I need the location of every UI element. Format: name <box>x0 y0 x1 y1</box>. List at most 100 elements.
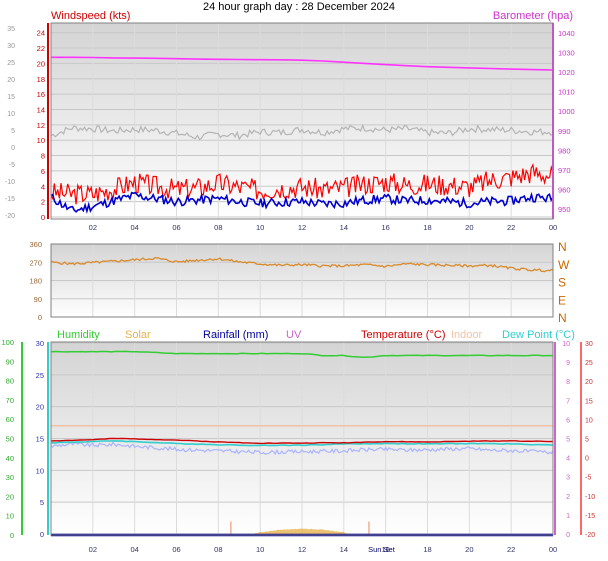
legend: Humidity Solar Rainfall (mm) UV Temperature … <box>57 329 575 341</box>
time-tick-label: 14 <box>340 545 348 554</box>
time-tick-label: 04 <box>130 545 138 554</box>
dew-tick-label: 25 <box>36 371 44 380</box>
barometer-axis: 1040 1030 1020 1010 1000 990 980 970 960 950 <box>558 29 575 214</box>
time-tick-label: 12 <box>298 545 306 554</box>
time-tick-label: 06 <box>172 545 180 554</box>
dew-tick-label: 30 <box>36 339 44 348</box>
barometer-tick-label: 980 <box>558 146 571 155</box>
temperature-tick-label: -20 <box>585 532 595 539</box>
sunset-label: Sun Set <box>368 545 396 554</box>
direction-compass-axis: NWSEN <box>558 240 570 325</box>
direction-tick-label: 360 <box>29 240 42 249</box>
time-tick-label: 12 <box>298 223 306 232</box>
windspeed-tick-label: 18 <box>37 75 45 84</box>
uv-tick-label: 7 <box>566 398 570 405</box>
uv-tick-label: 6 <box>566 417 570 424</box>
time-tick-label: 08 <box>214 223 222 232</box>
barometer-tick-label: 1000 <box>558 107 575 116</box>
outer-tick-label: -15 <box>5 196 15 203</box>
barometer-tick-label: 950 <box>558 205 571 214</box>
legend-item: Dew Point (°C) <box>502 329 575 341</box>
dew-point-axis: 302520151050 <box>36 339 44 539</box>
uv-axis: 109876543210 <box>562 341 570 539</box>
humidity-tick-label: 100 <box>1 338 14 347</box>
compass-label: N <box>558 311 567 325</box>
outer-tick-label: 25 <box>7 60 15 67</box>
compass-label: S <box>558 276 566 290</box>
time-tick-label: 02 <box>89 545 97 554</box>
legend-item: Humidity <box>57 329 100 341</box>
humidity-tick-label: 80 <box>6 377 14 386</box>
windspeed-tick-label: 0 <box>41 213 45 222</box>
dew-tick-label: 15 <box>36 435 44 444</box>
time-axis-bottom: 02 04 06 08 10 12 14 16 18 20 22 00 <box>89 545 558 554</box>
time-tick-label: 04 <box>130 223 138 232</box>
uv-tick-label: 9 <box>566 360 570 367</box>
barometer-tick-label: 960 <box>558 186 571 195</box>
temperature-tick-label: 25 <box>585 360 593 367</box>
barometer-tick-label: 1020 <box>558 68 575 77</box>
humidity-tick-label: 60 <box>6 415 14 424</box>
barometer-tick-label: 970 <box>558 166 571 175</box>
compass-label: N <box>558 240 567 254</box>
temperature-tick-label: -5 <box>585 475 591 482</box>
windspeed-tick-label: 2 <box>41 198 45 207</box>
outer-tick-label: -20 <box>5 213 15 220</box>
time-tick-label: 22 <box>507 545 515 554</box>
humidity-tick-label: 20 <box>6 492 14 501</box>
compass-label: W <box>558 258 570 272</box>
uv-tick-label: 2 <box>566 494 570 501</box>
time-tick-label: 10 <box>256 223 264 232</box>
direction-tick-label: 90 <box>34 295 42 304</box>
uv-tick-label: 1 <box>566 513 570 520</box>
uv-tick-label: 8 <box>566 379 570 386</box>
windspeed-label: Windspeed (kts) <box>51 10 130 22</box>
direction-tick-label: 0 <box>38 313 42 322</box>
barometer-label: Barometer (hpa) <box>493 10 573 22</box>
time-axis-top: 02 04 06 08 10 12 14 16 18 20 22 00 <box>89 223 558 232</box>
legend-item: Solar <box>125 329 151 341</box>
time-tick-label: 10 <box>256 545 264 554</box>
windspeed-tick-label: 10 <box>37 136 45 145</box>
windspeed-tick-label: 20 <box>37 59 45 68</box>
humidity-axis: 1009080706050403020100 <box>1 338 14 540</box>
barometer-tick-label: 990 <box>558 127 571 136</box>
windspeed-tick-label: 22 <box>37 44 45 53</box>
legend-item: Rainfall (mm) <box>203 329 268 341</box>
temperature-tick-label: 5 <box>585 437 589 444</box>
windspeed-tick-label: 24 <box>37 29 45 38</box>
time-tick-label: 14 <box>340 223 348 232</box>
humidity-tick-label: 30 <box>6 473 14 482</box>
uv-tick-label: 3 <box>566 475 570 482</box>
time-tick-label: 08 <box>214 545 222 554</box>
humidity-tick-label: 70 <box>6 396 14 405</box>
dew-tick-label: 0 <box>40 530 44 539</box>
outer-tick-label: 30 <box>7 43 15 50</box>
dew-tick-label: 20 <box>36 403 44 412</box>
humidity-tick-label: 50 <box>6 435 14 444</box>
time-tick-label: 00 <box>549 223 557 232</box>
temperature-tick-label: -10 <box>585 494 595 501</box>
outer-tick-label: 20 <box>7 77 15 84</box>
windspeed-tick-label: 14 <box>37 105 45 114</box>
direction-degree-axis: 360 270 180 90 0 <box>29 240 42 322</box>
time-tick-label: 20 <box>465 223 473 232</box>
legend-item: UV <box>286 329 302 341</box>
direction-tick-label: 270 <box>29 258 42 267</box>
direction-tick-label: 180 <box>29 277 42 286</box>
humidity-tick-label: 10 <box>6 512 14 521</box>
windspeed-tick-label: 16 <box>37 90 45 99</box>
humidity-tick-label: 0 <box>10 531 14 540</box>
legend-item: Temperature (°C) <box>361 329 445 341</box>
outer-tick-label: -10 <box>5 179 15 186</box>
outer-tick-label: 15 <box>7 94 15 101</box>
barometer-tick-label: 1010 <box>558 88 575 97</box>
chart-title: 24 hour graph day : 28 December 2024 <box>203 1 395 13</box>
dew-tick-label: 10 <box>36 466 44 475</box>
time-tick-label: 00 <box>549 545 557 554</box>
outer-tick-label: 0 <box>11 145 15 152</box>
legend-item: Indoor <box>451 329 483 341</box>
temperature-tick-label: 20 <box>585 379 593 386</box>
compass-label: E <box>558 293 566 307</box>
time-tick-label: 22 <box>507 223 515 232</box>
